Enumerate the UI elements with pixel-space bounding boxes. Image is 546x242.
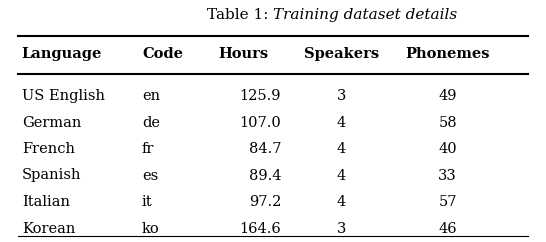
Text: 49: 49 [438, 89, 457, 103]
Text: 4: 4 [337, 168, 346, 182]
Text: 3: 3 [336, 221, 346, 235]
Text: 164.6: 164.6 [240, 221, 281, 235]
Text: 58: 58 [438, 115, 457, 129]
Text: Italian: Italian [22, 195, 70, 209]
Text: ko: ko [142, 221, 160, 235]
Text: en: en [142, 89, 160, 103]
Text: German: German [22, 115, 81, 129]
Text: Hours: Hours [218, 47, 269, 61]
Text: 4: 4 [337, 195, 346, 209]
Text: 46: 46 [438, 221, 457, 235]
Text: Korean: Korean [22, 221, 75, 235]
Text: Phonemes: Phonemes [406, 47, 490, 61]
Text: Table 1:: Table 1: [206, 8, 273, 22]
Text: 3: 3 [336, 89, 346, 103]
Text: Spanish: Spanish [22, 168, 81, 182]
Text: 40: 40 [438, 142, 457, 156]
Text: it: it [142, 195, 152, 209]
Text: Training dataset details: Training dataset details [273, 8, 457, 22]
Text: US English: US English [22, 89, 105, 103]
Text: 107.0: 107.0 [240, 115, 281, 129]
Text: 89.4: 89.4 [248, 168, 281, 182]
Text: 4: 4 [337, 115, 346, 129]
Text: Speakers: Speakers [304, 47, 379, 61]
Text: 84.7: 84.7 [248, 142, 281, 156]
Text: 57: 57 [438, 195, 457, 209]
Text: fr: fr [142, 142, 155, 156]
Text: 125.9: 125.9 [240, 89, 281, 103]
Text: es: es [142, 168, 158, 182]
Text: French: French [22, 142, 75, 156]
Text: Code: Code [142, 47, 183, 61]
Text: Language: Language [22, 47, 102, 61]
Text: 97.2: 97.2 [249, 195, 281, 209]
Text: de: de [142, 115, 160, 129]
Text: 33: 33 [438, 168, 457, 182]
Text: 4: 4 [337, 142, 346, 156]
